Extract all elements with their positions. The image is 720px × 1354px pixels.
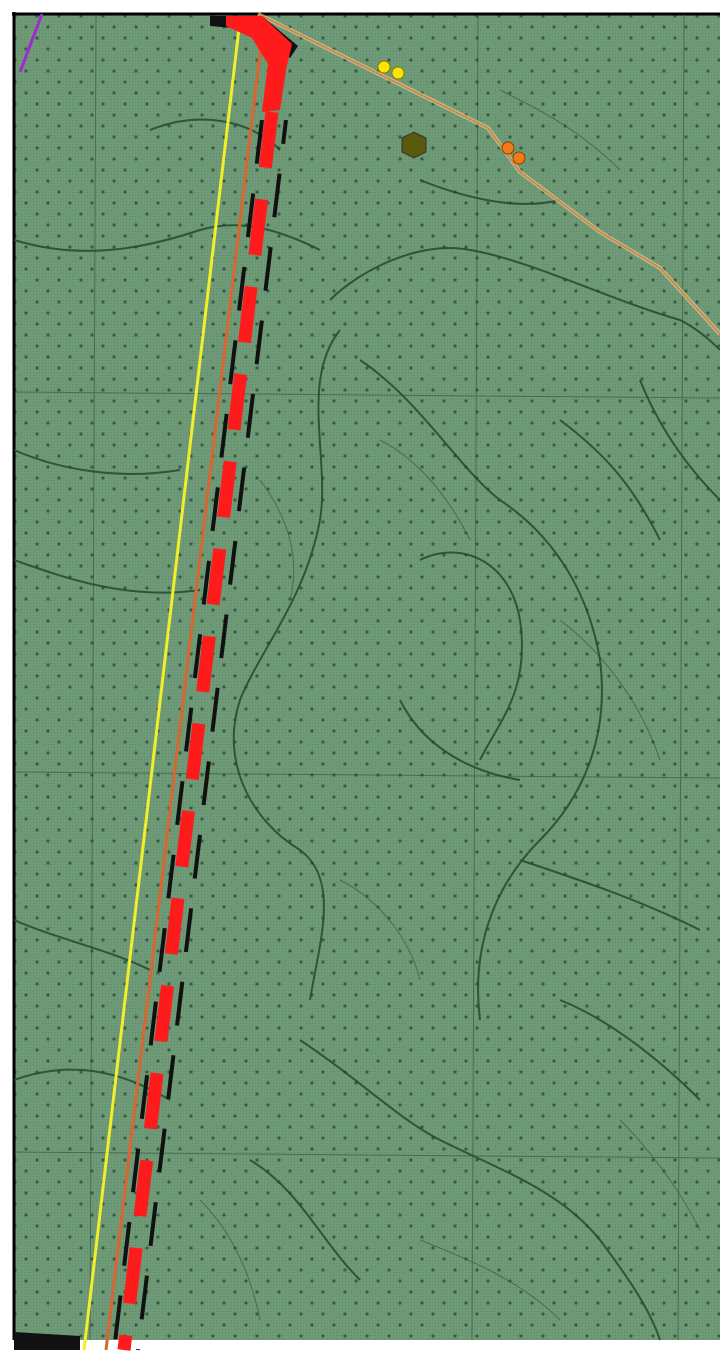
yellow-marker[interactable] [377, 60, 391, 74]
bottom-white-strip [0, 1340, 720, 1354]
black-dashed-route-right [136, 119, 288, 1351]
yellow-marker[interactable] [391, 66, 405, 80]
olive-hexagon-marker[interactable] [401, 131, 427, 159]
orange-marker[interactable] [501, 141, 515, 155]
orange-route-line [104, 35, 264, 1351]
minor-contour-lines [199, 89, 701, 1321]
bottom-left-corner-mark [14, 1332, 80, 1350]
red-dashed-route [117, 111, 279, 1351]
tan-road [257, 13, 720, 335]
grid-lines [13, 13, 720, 1341]
black-dashed-route-left [112, 119, 264, 1351]
red-route-head [226, 16, 292, 112]
purple-boundary [18, 13, 44, 73]
dotted-vegetation-pattern [14, 14, 720, 1340]
yellow-route-line [82, 27, 241, 1351]
orange-marker[interactable] [512, 151, 526, 165]
point-markers [377, 60, 526, 165]
contour-lines [13, 118, 720, 1341]
